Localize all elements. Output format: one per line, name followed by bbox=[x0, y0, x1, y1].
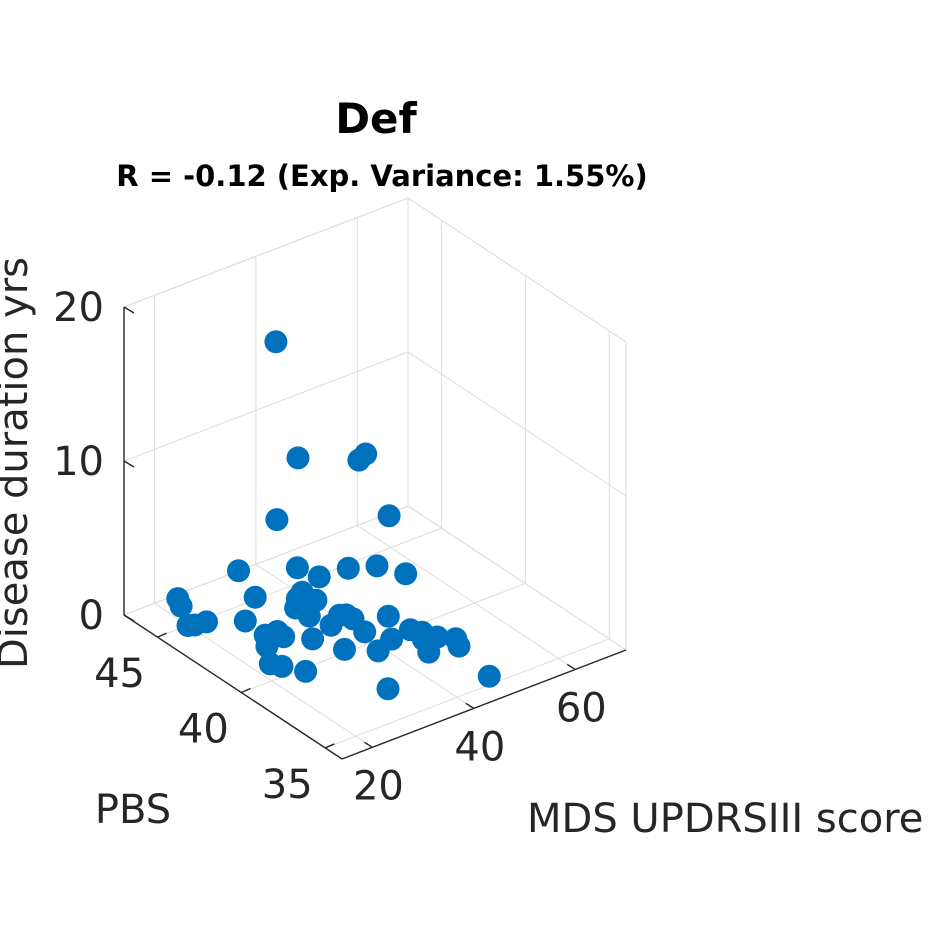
y-tick-mark-1 bbox=[241, 687, 251, 694]
z-tick-mark-2 bbox=[123, 306, 135, 314]
x-tick-label-0: 20 bbox=[353, 763, 404, 809]
data-points bbox=[166, 330, 501, 701]
y-tick-label-0: 35 bbox=[262, 762, 313, 808]
data-point-28 bbox=[270, 654, 294, 678]
data-point-9 bbox=[169, 594, 193, 618]
data-point-46 bbox=[444, 627, 468, 651]
data-point-49 bbox=[365, 554, 389, 578]
data-point-6 bbox=[394, 562, 418, 586]
data-point-33 bbox=[195, 610, 218, 634]
data-point-11 bbox=[227, 559, 250, 583]
data-point-32 bbox=[176, 614, 200, 637]
grid-line-x-floor-2 bbox=[357, 525, 576, 670]
data-point-36 bbox=[301, 627, 325, 651]
data-point-30 bbox=[285, 556, 309, 580]
data-point-38 bbox=[319, 613, 343, 637]
y-tick-label-2: 45 bbox=[94, 651, 145, 697]
z-tick-mark-1 bbox=[123, 460, 135, 468]
y-tick-mark-2 bbox=[157, 632, 167, 638]
y-axis-line bbox=[123, 614, 343, 760]
grid-line-y-floor-0 bbox=[325, 638, 610, 749]
tick-labels: 20 40 60 35 40 45 0 10 20 bbox=[53, 285, 607, 809]
y-tick-label-1: 40 bbox=[178, 707, 229, 753]
data-point-20 bbox=[353, 620, 377, 644]
data-point-37 bbox=[297, 604, 321, 628]
data-point-35 bbox=[265, 620, 289, 643]
x-axis-label: MDS UPDRSIII score bbox=[527, 796, 923, 842]
data-point-39 bbox=[333, 637, 356, 661]
data-point-4 bbox=[354, 442, 378, 466]
data-point-31 bbox=[307, 565, 331, 589]
data-point-1 bbox=[264, 330, 288, 354]
data-point-23 bbox=[376, 604, 400, 628]
x-tick-label-1: 40 bbox=[454, 724, 505, 770]
data-point-40 bbox=[376, 677, 400, 701]
axes bbox=[123, 306, 627, 760]
data-point-5 bbox=[377, 504, 401, 528]
grid-line-z-back-1 bbox=[123, 351, 409, 462]
chart-title: Def bbox=[335, 94, 417, 143]
grid-line-z-right-2 bbox=[407, 197, 627, 343]
data-point-2 bbox=[286, 446, 310, 470]
grid-line-z-right-1 bbox=[407, 351, 627, 497]
grid-line-z-right-0 bbox=[407, 505, 627, 651]
z-tick-label-1: 10 bbox=[53, 439, 104, 485]
grid-line-z-back-2 bbox=[123, 197, 409, 308]
x-axis-line bbox=[341, 649, 627, 760]
data-point-34 bbox=[233, 609, 257, 633]
x-tick-mark-1 bbox=[465, 702, 475, 709]
x-tick-mark-2 bbox=[566, 663, 576, 671]
y-tick-mark-0 bbox=[324, 743, 335, 749]
data-point-44 bbox=[425, 625, 449, 649]
x-tick-label-2: 60 bbox=[556, 685, 607, 731]
data-point-48 bbox=[336, 556, 360, 580]
z-axis-label: Disease duration yrs bbox=[0, 257, 37, 669]
data-point-15 bbox=[285, 587, 309, 611]
data-point-12 bbox=[243, 585, 267, 609]
y-axis-label: PBS bbox=[95, 787, 171, 833]
x-tick-mark-0 bbox=[364, 741, 373, 748]
data-point-47 bbox=[477, 664, 501, 688]
chart-subtitle: R = -0.12 (Exp. Variance: 1.55%) bbox=[116, 159, 647, 193]
z-tick-label-2: 20 bbox=[53, 285, 104, 331]
data-point-0 bbox=[265, 508, 289, 532]
data-point-29 bbox=[294, 659, 318, 683]
z-tick-label-0: 0 bbox=[79, 593, 104, 639]
z-tick-mark-0 bbox=[123, 614, 135, 622]
data-point-22 bbox=[380, 627, 404, 651]
